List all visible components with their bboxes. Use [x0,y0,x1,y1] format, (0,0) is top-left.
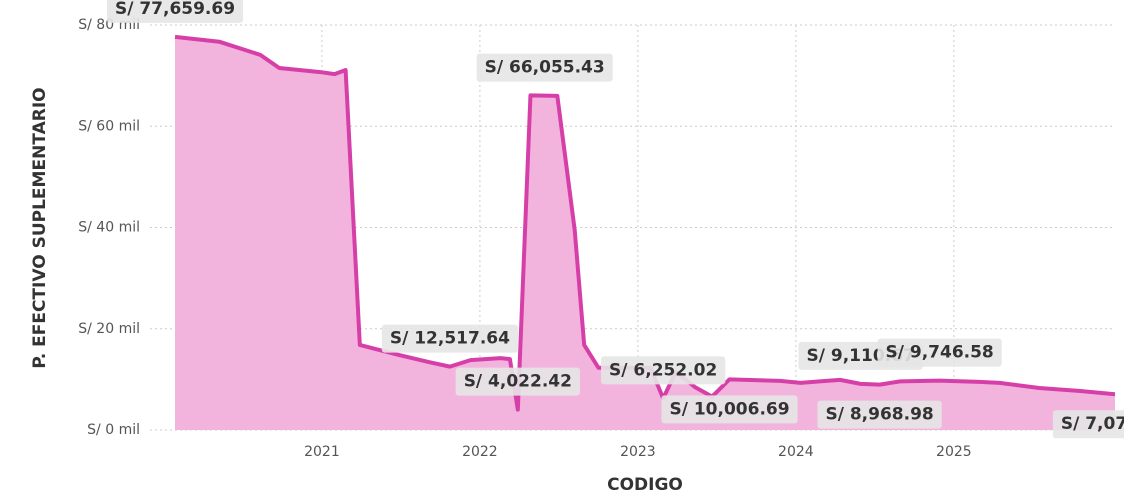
data-label-text: S/ 10,006.69 [669,399,789,419]
data-label: S/ 12,517.64 [381,324,519,353]
data-label-text: S/ 9,746.58 [886,343,994,363]
x-tick-label: 2024 [778,444,814,460]
y-axis-title: P. EFECTIVO SUPLEMENTARIO [30,87,50,368]
data-label: S/ 4,022.42 [455,367,580,396]
data-label-box [601,356,726,385]
data-label-box [455,367,580,396]
line [174,34,1116,412]
data-label: S/ 7,072.20 [1052,410,1124,439]
data-label: S/ 9,746.58 [877,338,1002,367]
data-label-text: S/ 8,968.98 [825,405,933,425]
y-tick-label: S/ 20 mil [78,321,140,337]
data-label-text: S/ 12,517.64 [390,329,510,349]
data-label-box [877,338,1002,367]
data-label-text: S/ 66,055.43 [485,58,605,78]
y-tick-label: S/ 60 mil [78,118,140,134]
x-tick-label: 2023 [620,444,656,460]
data-label-text: S/ 7,072.20 [1061,414,1124,434]
area [175,36,1115,431]
y-tick-label: S/ 40 mil [78,220,140,236]
data-label-box [661,395,798,424]
y-tick-label: S/ 0 mil [87,422,140,438]
x-tick-label: 2021 [304,444,340,460]
x-tick-label: 2022 [462,444,498,460]
data-label-box [106,0,244,23]
data-label: S/ 66,055.43 [476,53,613,82]
x-axis-title: CODIGO [607,475,683,495]
data-label-box [1052,410,1124,439]
data-label-text: S/ 4,022.42 [464,372,572,392]
data-label-box [817,400,942,429]
data-label: S/ 6,252.02 [601,356,726,385]
data-label-box [476,53,613,82]
data-label-text: S/ 77,659.69 [115,0,235,19]
data-label-box [381,324,519,353]
data-label: S/ 10,006.69 [661,395,798,424]
data-label: S/ 8,968.98 [817,400,942,429]
data-label: S/ 77,659.69 [106,0,244,23]
data-label-text: S/ 6,252.02 [609,360,717,380]
x-tick-label: 2025 [936,444,972,460]
